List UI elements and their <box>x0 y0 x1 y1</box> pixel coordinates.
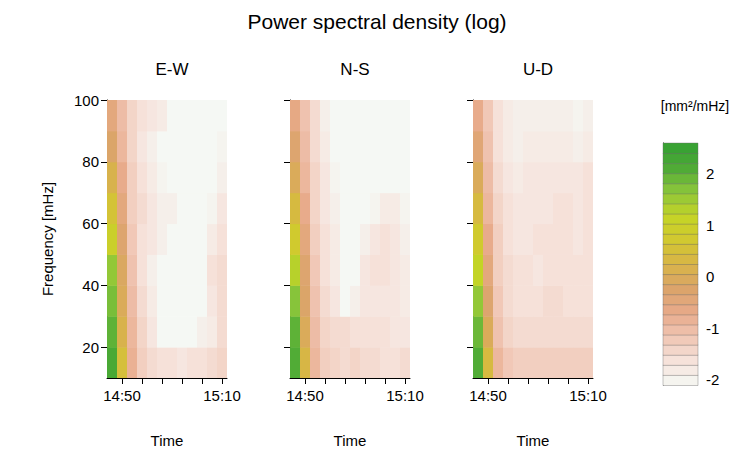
svg-text:N-S: N-S <box>340 60 369 79</box>
svg-text:U-D: U-D <box>523 60 553 79</box>
svg-text:Time: Time <box>334 432 367 449</box>
svg-text:15:10: 15:10 <box>386 387 424 404</box>
svg-text:-1: -1 <box>706 320 719 337</box>
svg-text:80: 80 <box>82 153 99 170</box>
svg-text:15:10: 15:10 <box>203 387 241 404</box>
svg-text:14:50: 14:50 <box>286 387 324 404</box>
svg-text:Time: Time <box>151 432 184 449</box>
svg-text:14:50: 14:50 <box>103 387 141 404</box>
svg-text:-2: -2 <box>706 371 719 388</box>
svg-text:E-W: E-W <box>155 60 188 79</box>
svg-text:60: 60 <box>82 215 99 232</box>
svg-text:15:10: 15:10 <box>569 387 607 404</box>
svg-text:40: 40 <box>82 277 99 294</box>
svg-text:Frequency [mHz]: Frequency [mHz] <box>39 182 56 296</box>
svg-text:[mm²/mHz]: [mm²/mHz] <box>661 98 729 114</box>
svg-text:Power spectral density (log): Power spectral density (log) <box>247 10 506 33</box>
svg-text:14:50: 14:50 <box>469 387 507 404</box>
svg-text:0: 0 <box>706 268 714 285</box>
svg-text:2: 2 <box>706 165 714 182</box>
svg-text:1: 1 <box>706 217 714 234</box>
svg-text:Time: Time <box>517 432 550 449</box>
svg-text:20: 20 <box>82 339 99 356</box>
svg-text:100: 100 <box>74 92 99 109</box>
